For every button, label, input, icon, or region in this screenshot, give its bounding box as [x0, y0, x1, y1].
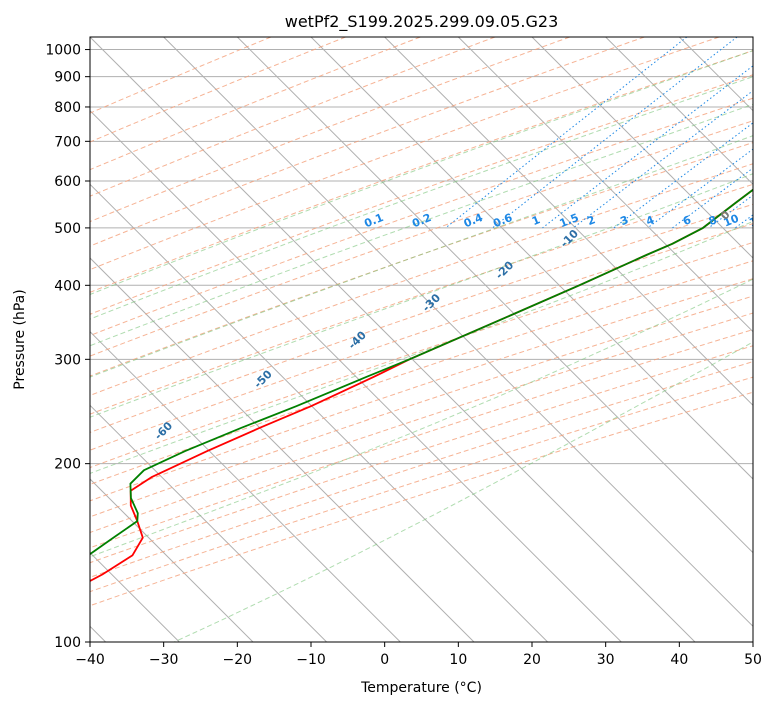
- x-tick-label: 30: [597, 652, 615, 668]
- mixing-ratio-label: 1: [530, 213, 542, 228]
- moist-adiabat-line: [90, 278, 753, 558]
- dry-adiabat-line: [90, 37, 720, 271]
- y-tick-label: 300: [54, 352, 81, 368]
- dry-adiabat-label: -80: [5, 515, 28, 538]
- mixing-ratio-label: 13: [747, 212, 766, 230]
- dry-adiabat-line: [90, 278, 753, 502]
- isotherm-line: [384, 37, 753, 407]
- dry-adiabat-line: [90, 120, 753, 357]
- dry-adiabat-line: [90, 37, 645, 247]
- x-tick-label: 40: [670, 652, 688, 668]
- dry-adiabat-line: [90, 74, 753, 315]
- mixing-ratio-label: 3: [618, 213, 630, 228]
- dry-adiabat-label: -20: [493, 258, 516, 281]
- moist-adiabat-line: [173, 341, 753, 642]
- y-tick-label: 900: [54, 70, 81, 86]
- dry-adiabat-label: -50: [251, 367, 274, 390]
- isotherm-line: [90, 183, 549, 642]
- x-tick-label: −20: [223, 652, 253, 668]
- y-tick-label: 700: [54, 134, 81, 150]
- x-tick-label: −30: [149, 652, 179, 668]
- moist-adiabat-line: [90, 76, 753, 320]
- y-tick-label: 400: [54, 278, 81, 294]
- isotherm-line: [90, 109, 622, 642]
- dry-adiabat-line: [90, 329, 753, 549]
- y-tick-label: 100: [54, 635, 81, 651]
- isotherm-line: [90, 257, 475, 642]
- moist-adiabat-line: [90, 135, 753, 378]
- mixing-ratio-label: 0.4: [462, 211, 485, 230]
- y-tick-label: 200: [54, 457, 81, 473]
- dewpoint-profile: [90, 188, 753, 556]
- y-axis-label: Pressure (hPa): [12, 289, 28, 389]
- isotherm-line: [457, 37, 753, 333]
- reference-lines: [90, 37, 753, 642]
- dry-adiabat-line: [90, 345, 753, 564]
- dry-adiabat-line: [90, 260, 753, 485]
- line-labels: -100-90-80-70-60-50-40-30-20-100.10.20.4…: [5, 208, 775, 538]
- isotherm-line: [531, 37, 753, 259]
- moist-adiabat-line: [90, 50, 753, 296]
- profile-lines: [90, 188, 753, 582]
- dry-adiabat-line: [90, 391, 753, 607]
- mixing-ratio-label: 8: [707, 213, 719, 228]
- mixing-ratio-line: [492, 37, 738, 229]
- x-tick-label: 50: [744, 652, 762, 668]
- isotherm-line: [90, 478, 254, 642]
- moist-adiabat-line: [90, 173, 753, 418]
- dry-adiabat-line: [90, 50, 753, 293]
- mixing-ratio-label: 10: [722, 212, 741, 230]
- mixing-ratio-label: 4: [644, 213, 656, 228]
- isotherm-line: [163, 37, 753, 628]
- y-tick-label: 1000: [45, 43, 81, 59]
- x-axis-label: Temperature (°C): [360, 680, 482, 696]
- moist-adiabat-line: [90, 220, 753, 474]
- isotherm-line: [90, 37, 696, 642]
- dry-adiabat-line: [90, 37, 346, 143]
- mixing-ratio-label: 2: [585, 213, 597, 228]
- x-tick-label: −10: [296, 652, 326, 668]
- mixing-ratio-label: 6: [681, 213, 693, 228]
- dry-adiabat-label: -60: [152, 419, 175, 442]
- mixing-ratio-label: 16: [766, 212, 775, 230]
- x-tick-label: −40: [75, 652, 105, 668]
- isotherm-line: [678, 37, 753, 112]
- isotherm-line: [605, 37, 753, 186]
- dry-adiabat-line: [90, 295, 753, 518]
- dry-adiabat-line: [90, 97, 753, 337]
- dry-adiabat-label: -40: [346, 328, 369, 351]
- dry-adiabat-line: [90, 37, 421, 171]
- axis-ticks: −40 −30 −20 −10 0 10 20 30 40 5010020030040050060…: [45, 43, 762, 668]
- dry-adiabat-label: -70: [57, 469, 80, 492]
- isotherm-line: [90, 330, 401, 642]
- dry-adiabat-line: [90, 241, 753, 469]
- y-tick-label: 500: [54, 221, 81, 237]
- dry-adiabat-line: [90, 203, 753, 433]
- y-tick-label: 600: [54, 174, 81, 190]
- plot-frame: [89, 36, 754, 643]
- mixing-ratio-line: [672, 167, 753, 229]
- isotherm-line: [752, 37, 753, 38]
- dry-adiabat-line: [90, 223, 753, 451]
- dry-adiabat-line: [90, 37, 570, 223]
- moist-adiabat-line: [90, 103, 753, 347]
- mixing-ratio-line: [542, 65, 753, 229]
- mixing-ratio-line: [572, 90, 753, 229]
- dry-adiabat-line: [90, 376, 753, 593]
- dry-adiabat-line: [90, 37, 496, 197]
- dry-adiabat-line: [90, 183, 753, 415]
- x-tick-label: 10: [449, 652, 467, 668]
- isotherm-line: [310, 37, 753, 480]
- chart-title: wetPf2_S199.2025.299.09.05.G23: [285, 12, 559, 32]
- dry-adiabat-line: [90, 163, 753, 396]
- dry-adiabat-line: [90, 361, 753, 578]
- x-tick-label: 0: [380, 652, 389, 668]
- dry-adiabat-line: [90, 142, 753, 377]
- y-tick-label: 800: [54, 100, 81, 116]
- x-tick-label: 20: [523, 652, 541, 668]
- isotherm-line: [90, 404, 328, 642]
- dry-adiabat-line: [90, 312, 753, 534]
- isotherm-line: [236, 37, 753, 554]
